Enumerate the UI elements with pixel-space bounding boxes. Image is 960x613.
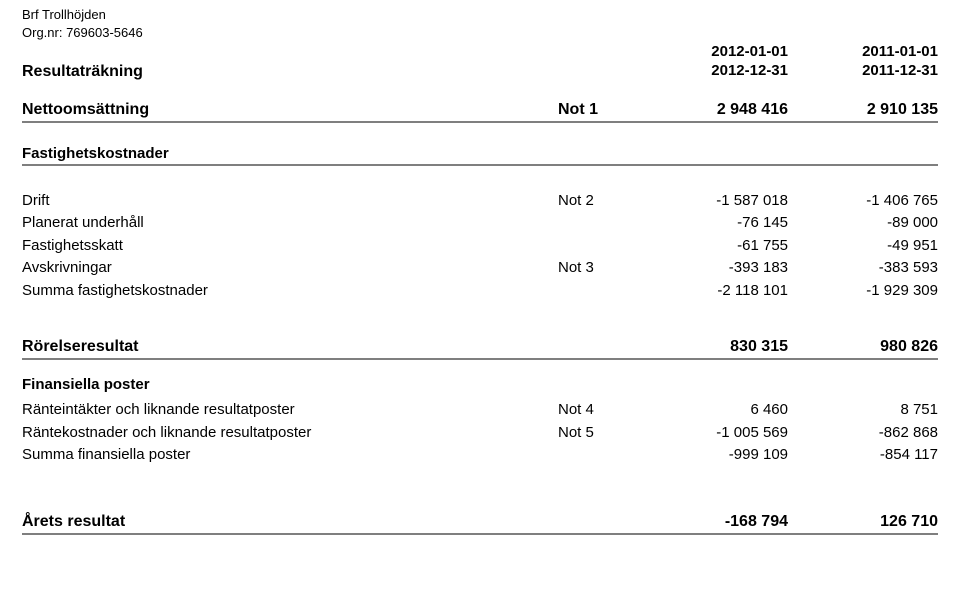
avskr-note: Not 3 (558, 257, 638, 280)
avskr-label: Avskrivningar (22, 257, 558, 280)
netto-row: Nettoomsättning Not 1 2 948 416 2 910 13… (22, 91, 938, 123)
planerat-label: Planerat underhåll (22, 212, 558, 235)
summa-fastighet-label: Summa fastighetskostnader (22, 280, 558, 303)
rorelse-label: Rörelseresultat (22, 338, 558, 356)
period-current-end: 2012-12-31 (638, 62, 788, 81)
netto-prior: 2 910 135 (788, 101, 938, 119)
planerat-prior: -89 000 (788, 212, 938, 235)
rantein-label: Ränteintäkter och liknande resultatposte… (22, 399, 558, 422)
rorelse-note (558, 338, 638, 356)
skatt-current: -61 755 (638, 235, 788, 258)
summa-fastighet-note (558, 280, 638, 303)
arets-current: -168 794 (638, 513, 788, 531)
drift-current: -1 587 018 (638, 190, 788, 213)
rantekost-note: Not 5 (558, 422, 638, 445)
skatt-prior: -49 951 (788, 235, 938, 258)
rorelse-row: Rörelseresultat 830 315 980 826 (22, 328, 938, 360)
period-prior-start: 2011-01-01 (788, 43, 938, 62)
page-title: Resultaträkning (22, 63, 558, 81)
drift-prior: -1 406 765 (788, 190, 938, 213)
arets-note (558, 513, 638, 531)
arets-prior: 126 710 (788, 513, 938, 531)
drift-note: Not 2 (558, 190, 638, 213)
netto-label: Nettoomsättning (22, 101, 558, 119)
netto-current: 2 948 416 (638, 101, 788, 119)
rantein-prior: 8 751 (788, 399, 938, 422)
skatt-label: Fastighetsskatt (22, 235, 558, 258)
period-prior-end: 2011-12-31 (788, 62, 938, 81)
arets-label: Årets resultat (22, 513, 558, 531)
rantekost-prior: -862 868 (788, 422, 938, 445)
skatt-note (558, 235, 638, 258)
rantein-current: 6 460 (638, 399, 788, 422)
finansiella-header: Finansiella poster (22, 376, 938, 395)
planerat-current: -76 145 (638, 212, 788, 235)
rantein-note: Not 4 (558, 399, 638, 422)
period-prior: 2011-01-01 2011-12-31 (788, 43, 938, 81)
finansiella-rows: Ränteintäkter och liknande resultatposte… (22, 399, 938, 467)
income-statement-page: Brf Trollhöjden Org.nr: 769603-5646 Resu… (0, 0, 960, 535)
planerat-note (558, 212, 638, 235)
title-row: Resultaträkning 2012-01-01 2012-12-31 20… (22, 43, 938, 81)
avskr-current: -393 183 (638, 257, 788, 280)
table-row: Ränteintäkter och liknande resultatposte… (22, 399, 938, 422)
org-number: Org.nr: 769603-5646 (22, 24, 938, 42)
summa-fin-prior: -854 117 (788, 444, 938, 467)
drift-label: Drift (22, 190, 558, 213)
summa-fastighet-current: -2 118 101 (638, 280, 788, 303)
period-current: 2012-01-01 2012-12-31 (638, 43, 788, 81)
summa-fastighet-prior: -1 929 309 (788, 280, 938, 303)
avskr-prior: -383 593 (788, 257, 938, 280)
table-row: Fastighetsskatt -61 755 -49 951 (22, 235, 938, 258)
rantekost-label: Räntekostnader och liknande resultatpost… (22, 422, 558, 445)
summa-fin-current: -999 109 (638, 444, 788, 467)
org-name: Brf Trollhöjden (22, 6, 938, 24)
table-row: Avskrivningar Not 3 -393 183 -383 593 (22, 257, 938, 280)
rorelse-prior: 980 826 (788, 338, 938, 356)
summa-fin-label: Summa finansiella poster (22, 444, 558, 467)
table-row: Summa fastighetskostnader -2 118 101 -1 … (22, 280, 938, 303)
arets-row: Årets resultat -168 794 126 710 (22, 503, 938, 535)
fastighet-rows: Drift Not 2 -1 587 018 -1 406 765 Planer… (22, 190, 938, 303)
rorelse-current: 830 315 (638, 338, 788, 356)
summa-fin-note (558, 444, 638, 467)
netto-note: Not 1 (558, 101, 638, 119)
table-row: Summa finansiella poster -999 109 -854 1… (22, 444, 938, 467)
table-row: Drift Not 2 -1 587 018 -1 406 765 (22, 190, 938, 213)
table-row: Räntekostnader och liknande resultatpost… (22, 422, 938, 445)
fastighet-header: Fastighetskostnader (22, 145, 938, 166)
period-current-start: 2012-01-01 (638, 43, 788, 62)
table-row: Planerat underhåll -76 145 -89 000 (22, 212, 938, 235)
rantekost-current: -1 005 569 (638, 422, 788, 445)
